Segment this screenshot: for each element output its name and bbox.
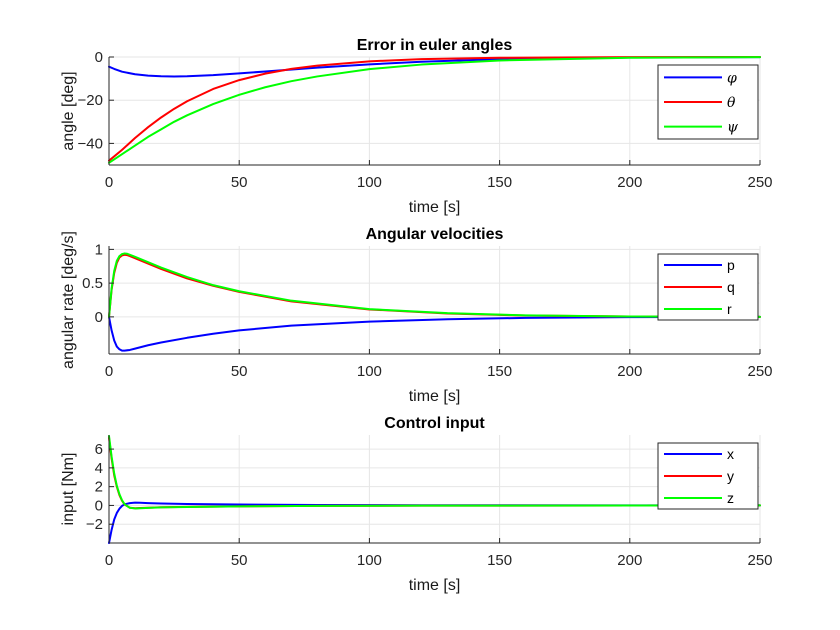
series-line-r: [108, 252, 761, 318]
x-tick-label: 100: [357, 552, 382, 569]
series-line-p: [108, 315, 761, 352]
x-tick-label: 250: [747, 552, 772, 569]
subplot-1: 0 50 100 150 200 250 −40 −20 0 Error in euler ang…: [60, 37, 773, 216]
y-tick-label: 0: [95, 497, 103, 514]
legend: φθψ: [657, 64, 759, 140]
x-tick-label: 0: [105, 552, 113, 569]
legend-label: q: [727, 279, 735, 295]
x-tick-label: 250: [747, 174, 772, 191]
x-axis-label: time [s]: [409, 577, 461, 594]
y-axis-label: angle [deg]: [60, 71, 77, 150]
y-axis-label: input [Nm]: [60, 453, 77, 526]
y-tick-label: 0: [95, 309, 103, 326]
legend-label: z: [727, 490, 734, 506]
y-tick-label: −20: [78, 92, 103, 109]
x-tick-label: 200: [617, 363, 642, 380]
legend-label: p: [727, 257, 735, 273]
subplot-2: 0 50 100 150 200 250 0 0.5 1 Angular velocities ti…: [60, 226, 773, 405]
x-tick-label: 0: [105, 363, 113, 380]
legend-label: θ: [727, 95, 736, 111]
x-tick-label: 150: [487, 552, 512, 569]
legend: pqr: [657, 253, 759, 321]
y-axis-label: angular rate [deg/s]: [60, 231, 77, 369]
y-tick-label: 0.5: [82, 275, 103, 292]
chart-title: Angular velocities: [366, 226, 504, 243]
x-tick-label: 50: [231, 174, 248, 191]
chart-title: Error in euler angles: [357, 37, 513, 54]
chart-title: Control input: [384, 415, 485, 432]
series-line-θ: [108, 56, 761, 162]
y-tick-label: −40: [78, 135, 103, 152]
x-tick-label: 100: [357, 174, 382, 191]
x-tick-label: 200: [617, 174, 642, 191]
series-line-φ: [108, 56, 761, 78]
x-tick-label: 200: [617, 552, 642, 569]
x-axis-label: time [s]: [409, 388, 461, 405]
axes-background: [109, 435, 760, 543]
x-tick-label: 0: [105, 174, 113, 191]
y-tick-label: −2: [86, 516, 103, 533]
y-tick-label: 1: [95, 241, 103, 258]
series-line-z: [108, 434, 761, 510]
y-tick-label: 2: [95, 479, 103, 496]
y-tick-label: 6: [95, 441, 103, 458]
y-tick-label: 0: [95, 49, 103, 66]
legend-label: r: [727, 301, 732, 317]
legend-label: y: [727, 468, 734, 484]
x-axis-label: time [s]: [409, 199, 461, 216]
series-line-x: [108, 501, 761, 544]
x-tick-label: 50: [231, 552, 248, 569]
legend-label: x: [727, 446, 734, 462]
x-tick-label: 250: [747, 363, 772, 380]
x-tick-label: 100: [357, 363, 382, 380]
legend: xyz: [657, 442, 759, 510]
x-tick-label: 150: [487, 363, 512, 380]
series-line-ψ: [108, 56, 761, 164]
legend-label: ψ: [727, 120, 739, 136]
x-tick-label: 50: [231, 363, 248, 380]
legend-label: φ: [727, 70, 737, 86]
y-tick-label: 4: [95, 460, 103, 477]
x-tick-label: 150: [487, 174, 512, 191]
axes-background: [109, 246, 760, 354]
